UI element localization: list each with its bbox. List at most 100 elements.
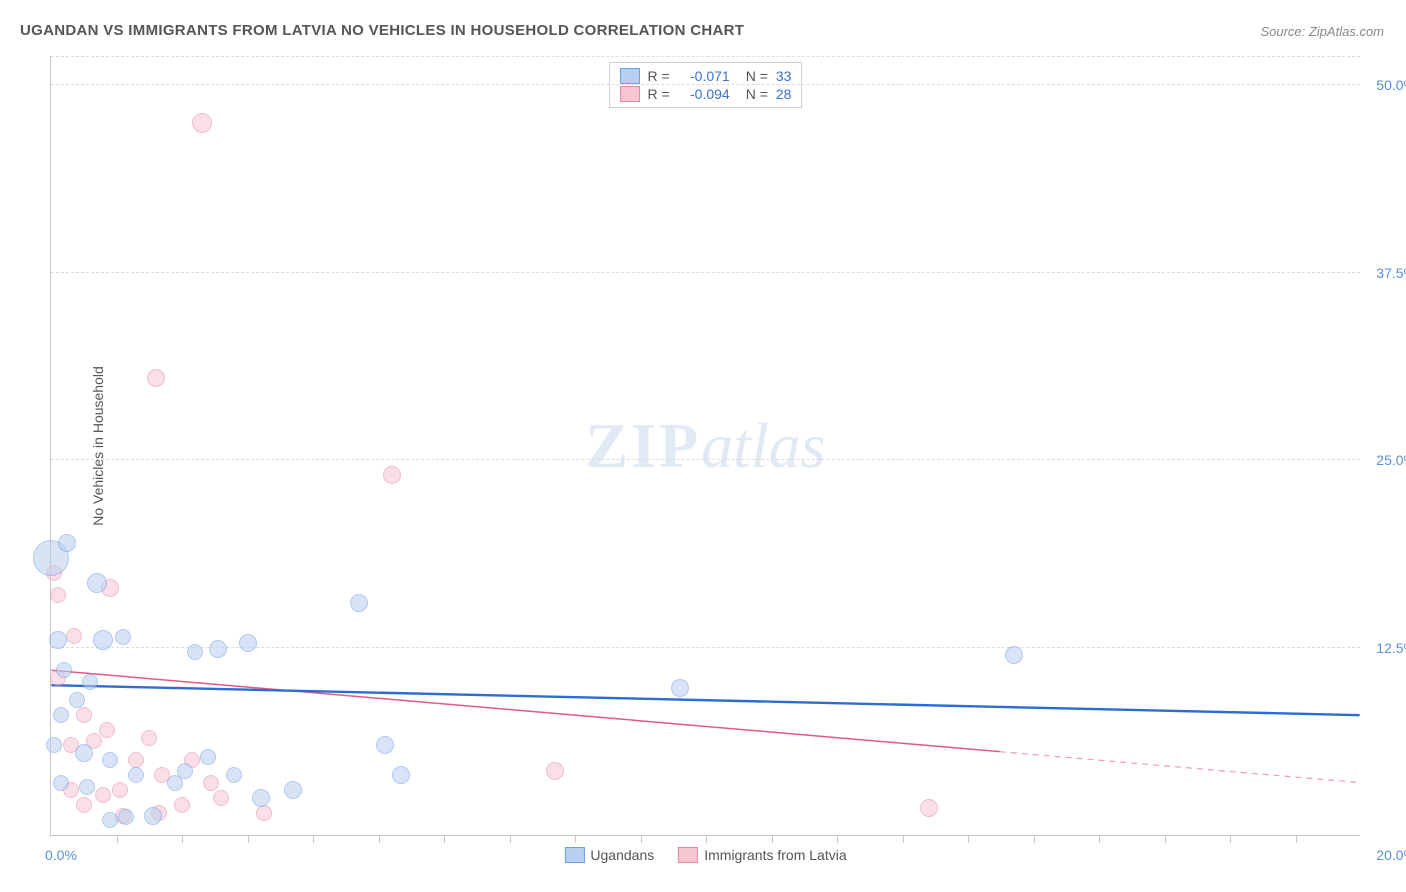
ugandans-point [252,789,270,807]
y-tick-label: 50.0% [1376,77,1406,93]
x-tick [837,835,838,843]
swatch-icon [620,68,640,84]
x-tick-label: 20.0% [1376,847,1406,863]
ugandans-point [284,781,302,799]
ugandans-point [102,812,118,828]
ugandans-point [144,807,162,825]
ugandans-point [1005,646,1023,664]
ugandans-point [87,573,107,593]
n-value: 28 [776,86,792,102]
x-tick [706,835,707,843]
watermark-bold: ZIP [585,410,701,481]
n-label: N = [746,86,768,102]
ugandans-point [376,736,394,754]
watermark-text: ZIPatlas [585,409,825,483]
latvia-point [50,587,66,603]
ugandans-point [69,692,85,708]
r-value: -0.094 [678,86,730,102]
ugandans-point [350,594,368,612]
x-tick [182,835,183,843]
legend-label: Immigrants from Latvia [704,847,846,863]
ugandans-point [56,662,72,678]
x-tick [444,835,445,843]
x-tick-label: 0.0% [45,847,77,863]
latvia-point [141,730,157,746]
latvia-point [383,466,401,484]
latvia-point [920,799,938,817]
ugandans-point [102,752,118,768]
ugandans-point [209,640,227,658]
latvia-point [192,113,212,133]
x-tick [117,835,118,843]
correlation-row: R = -0.071 N = 33 [620,67,792,85]
ugandans-point [58,534,76,552]
x-tick [772,835,773,843]
swatch-icon [678,847,698,863]
y-tick-label: 37.5% [1376,265,1406,281]
chart-title: UGANDAN VS IMMIGRANTS FROM LATVIA NO VEH… [20,22,744,39]
latvia-point [256,805,272,821]
gridline [51,56,1360,57]
x-tick [313,835,314,843]
ugandans-point [53,775,69,791]
latvia-point [174,797,190,813]
series-legend: Ugandans Immigrants from Latvia [564,847,846,863]
legend-item: Immigrants from Latvia [678,847,846,863]
gridline [51,272,1360,273]
gridline [51,84,1360,85]
latvia-point [128,752,144,768]
y-tick-label: 25.0% [1376,452,1406,468]
trend-lines [51,56,1360,835]
ugandans-point [128,767,144,783]
ugandans-point [79,779,95,795]
r-label: R = [648,68,670,84]
n-value: 33 [776,68,792,84]
x-tick [641,835,642,843]
swatch-icon [620,86,640,102]
ugandans-point [239,634,257,652]
latvia-point [95,787,111,803]
ugandans-point [49,631,67,649]
x-tick [1230,835,1231,843]
latvia-point [66,628,82,644]
scatter-plot-area: ZIPatlas R = -0.071 N = 33 R = -0.094 N … [50,56,1360,836]
ugandans-point [671,679,689,697]
latvia-point [203,775,219,791]
ugandans-point [82,674,98,690]
ugandans-point [187,644,203,660]
x-tick [1296,835,1297,843]
latvia-point [147,369,165,387]
ugandans-point [200,749,216,765]
correlation-row: R = -0.094 N = 28 [620,85,792,103]
x-tick [1034,835,1035,843]
x-tick [510,835,511,843]
ugandans-point [226,767,242,783]
ugandans-point [118,809,134,825]
x-tick [1165,835,1166,843]
legend-item: Ugandans [564,847,654,863]
latvia-point [546,762,564,780]
latvia-point [99,722,115,738]
ugandans-point [53,707,69,723]
ugandans-point [93,630,113,650]
r-value: -0.071 [678,68,730,84]
latvia-point [112,782,128,798]
watermark-light: atlas [701,410,825,481]
x-tick [575,835,576,843]
latvia-point [76,707,92,723]
x-tick [968,835,969,843]
ugandans-point [392,766,410,784]
correlation-legend: R = -0.071 N = 33 R = -0.094 N = 28 [609,62,803,108]
y-tick-label: 12.5% [1376,640,1406,656]
x-tick [1099,835,1100,843]
legend-label: Ugandans [590,847,654,863]
ugandans-point [46,737,62,753]
x-tick [248,835,249,843]
ugandans-point [177,763,193,779]
gridline [51,459,1360,460]
swatch-icon [564,847,584,863]
latvia-point [76,797,92,813]
ugandans-point [75,744,93,762]
n-label: N = [746,68,768,84]
r-label: R = [648,86,670,102]
